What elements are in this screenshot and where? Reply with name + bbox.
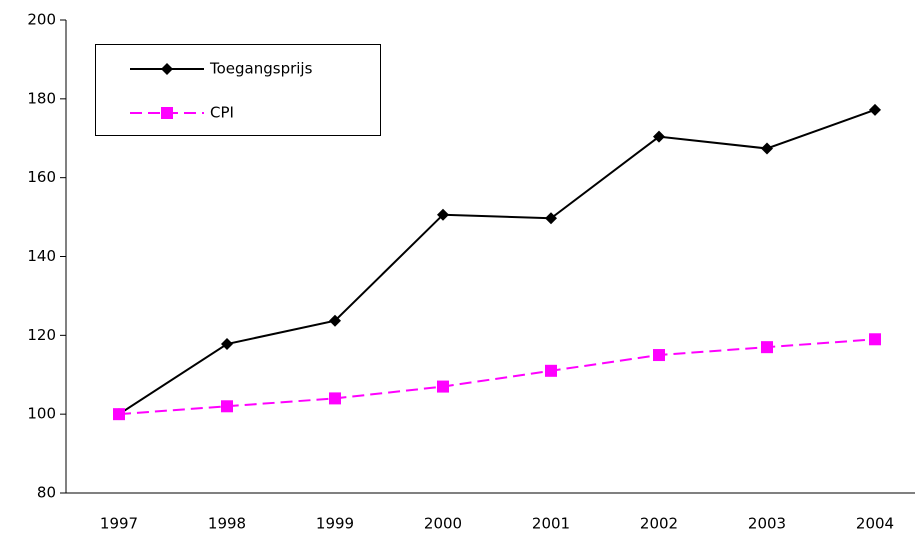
legend-label: Toegangsprijs xyxy=(209,60,313,78)
x-tick-label: 2002 xyxy=(640,515,678,533)
point xyxy=(869,103,881,116)
point xyxy=(653,130,665,143)
point xyxy=(113,408,125,421)
y-tick-label: 100 xyxy=(27,405,56,423)
legend-marker xyxy=(161,63,173,75)
point xyxy=(653,349,665,362)
point xyxy=(329,392,341,405)
x-tick-label: 1998 xyxy=(208,515,246,533)
series-line xyxy=(118,108,876,416)
point xyxy=(761,142,773,155)
y-tick-label: 140 xyxy=(27,247,56,265)
point xyxy=(329,314,341,327)
legend xyxy=(95,44,381,136)
point xyxy=(221,400,233,413)
series-line xyxy=(118,338,876,416)
point xyxy=(869,333,881,346)
legend-marker xyxy=(161,107,173,119)
y-tick-label: 80 xyxy=(37,484,56,502)
point xyxy=(545,364,557,377)
y-tick-label: 180 xyxy=(27,89,56,107)
point xyxy=(761,341,773,354)
y-tick-label: 120 xyxy=(27,326,56,344)
legend-label: CPI xyxy=(210,104,234,122)
point xyxy=(545,212,557,225)
x-tick-label: 1999 xyxy=(316,515,354,533)
x-tick-label: 2001 xyxy=(532,515,570,533)
x-tick-label: 2000 xyxy=(424,515,462,533)
y-tick-label: 160 xyxy=(27,168,56,186)
point xyxy=(437,208,449,221)
point xyxy=(221,338,233,351)
x-tick-label: 2003 xyxy=(748,515,786,533)
y-tick-label: 200 xyxy=(27,11,56,29)
x-tick-label: 1997 xyxy=(100,515,138,533)
point xyxy=(437,380,449,393)
x-tick-label: 2004 xyxy=(856,515,894,533)
